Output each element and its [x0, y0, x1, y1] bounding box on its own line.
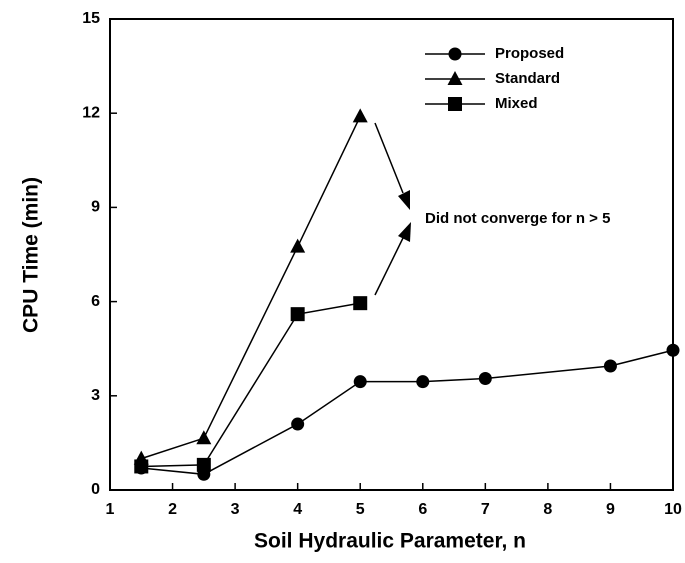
annotation: Did not converge for n > 5 [425, 210, 610, 227]
data-point [196, 457, 211, 472]
plot-frame [109, 18, 674, 491]
x-tick-label: 1 [106, 501, 115, 518]
legend-marker [447, 71, 463, 85]
data-point [291, 417, 305, 431]
legend-label: Standard [495, 70, 560, 87]
legend-marker [448, 97, 462, 111]
legend-label: Mixed [495, 95, 538, 112]
x-tick-label: 5 [356, 501, 365, 518]
x-tick-label: 2 [168, 501, 177, 518]
data-point [353, 375, 367, 389]
data-point [416, 375, 430, 389]
x-tick-label: 4 [293, 501, 302, 518]
x-tick-label: 6 [418, 501, 427, 518]
x-tick-label: 8 [543, 501, 552, 518]
x-tick-label: 10 [664, 501, 682, 518]
series-line [141, 302, 361, 468]
annotation-arrows [374, 122, 411, 296]
y-tick-label: 12 [82, 104, 100, 121]
data-point [478, 372, 492, 386]
y-tick-label: 9 [91, 199, 100, 216]
data-point [353, 296, 368, 311]
y-tick-label: 15 [82, 10, 100, 27]
y-tick-label: 0 [91, 481, 100, 498]
x-tick-label: 9 [606, 501, 615, 518]
data-point [603, 359, 617, 373]
series-line [141, 349, 674, 476]
legend-marker [448, 47, 462, 61]
y-tick-label: 3 [91, 387, 100, 404]
data-point [290, 238, 306, 253]
data-point [290, 307, 305, 322]
x-axis-label: Soil Hydraulic Parameter, n [254, 530, 526, 553]
data-point [196, 430, 212, 445]
y-tick-label: 6 [91, 293, 100, 310]
x-tick-label: 3 [231, 501, 240, 518]
y-axis-label: CPU Time (min) [20, 177, 43, 333]
data-point [352, 108, 368, 123]
legend-label: Proposed [495, 45, 564, 62]
data-point [666, 343, 680, 357]
data-point [134, 459, 149, 474]
x-tick-label: 7 [481, 501, 490, 518]
series-line [141, 116, 361, 460]
